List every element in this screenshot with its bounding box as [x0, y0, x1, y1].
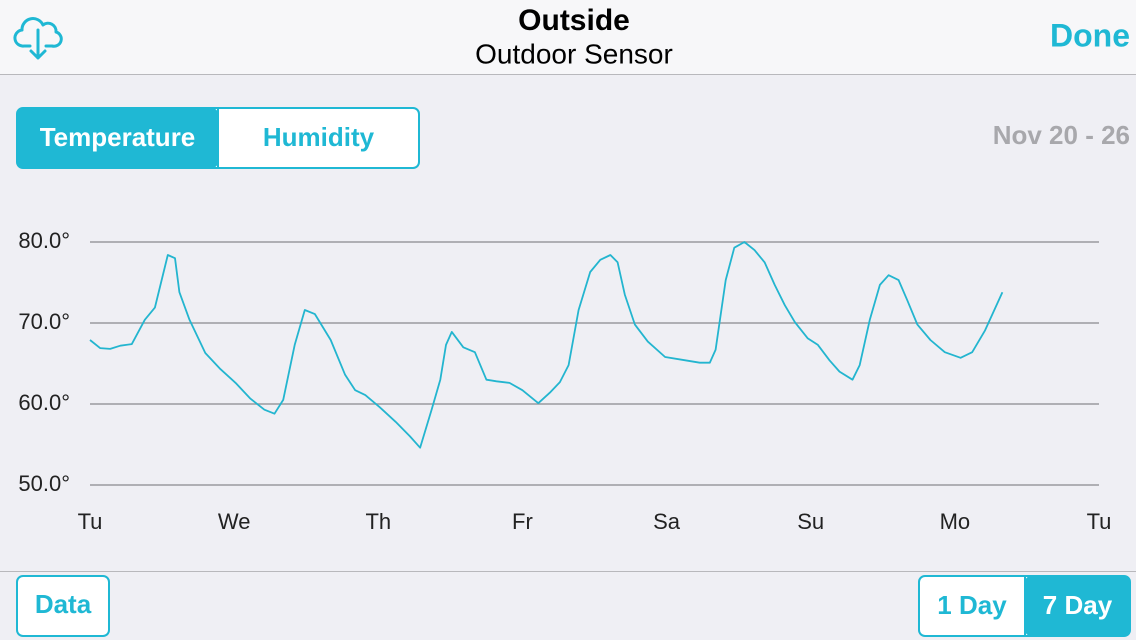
y-tick-label: 80.0°: [18, 228, 70, 253]
y-tick-label: 60.0°: [18, 390, 70, 415]
title: Outside: [518, 4, 630, 37]
date-range: Nov 20 - 26: [993, 120, 1130, 150]
y-tick-label: 70.0°: [18, 309, 70, 334]
nav-bar: [0, 0, 1136, 74]
data-button[interactable]: Data: [35, 589, 92, 619]
cloud-download-icon[interactable]: [13, 17, 63, 60]
segment-label[interactable]: Temperature: [40, 122, 196, 152]
segment-label[interactable]: 7 Day: [1043, 590, 1113, 620]
x-tick-label: Mo: [940, 509, 971, 534]
x-tick-label: Tu: [1087, 509, 1112, 534]
x-tick-label: Tu: [78, 509, 103, 534]
temperature-line: [89, 241, 1004, 449]
x-tick-label: Th: [365, 509, 391, 534]
segment-selected: [17, 108, 218, 168]
segment-selected: [1025, 576, 1130, 636]
y-tick-label: 50.0°: [18, 471, 70, 496]
segment-label[interactable]: 1 Day: [937, 590, 1007, 620]
done-button[interactable]: Done: [1050, 17, 1130, 53]
data-button-frame: [16, 575, 110, 637]
subtitle: Outdoor Sensor: [475, 38, 673, 69]
x-tick-label: Fr: [512, 509, 533, 534]
x-tick-label: Su: [797, 509, 824, 534]
x-tick-label: Sa: [653, 509, 681, 534]
segment-label[interactable]: Humidity: [263, 122, 375, 152]
x-tick-label: We: [218, 509, 251, 534]
